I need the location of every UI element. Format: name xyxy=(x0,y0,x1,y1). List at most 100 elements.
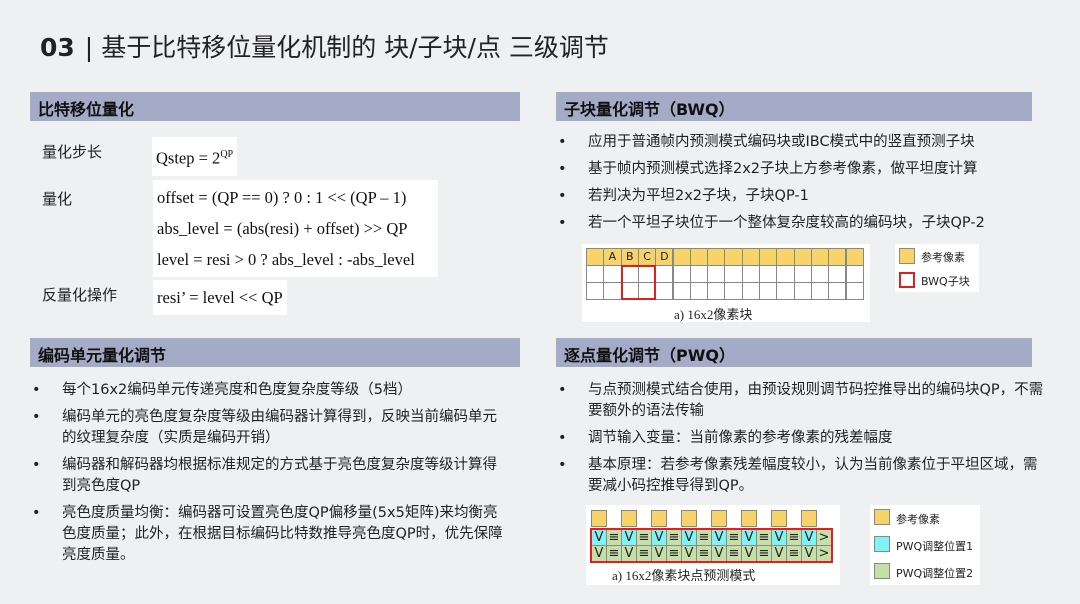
ref-pixel-swatch xyxy=(874,509,890,525)
list-item: 若一个平坦子块位于一个整体复杂度较高的编码块，子块QP-2 xyxy=(556,213,1046,234)
quant-label: 量化 xyxy=(42,190,73,208)
legend-label: 参考像素 xyxy=(896,513,940,526)
list-item: 与点预测模式结合使用，由预设规则调节码控推导出的编码块QP，不需要额外的语法传输 xyxy=(556,380,1046,422)
ref-pixel-cell: B xyxy=(620,248,639,266)
bwq-header: 子块量化调节（BWQ） xyxy=(556,92,1032,121)
bwq-caption: a) 16x2像素块 xyxy=(674,307,753,322)
formula-line: abs_level = (abs(resi) + offset) >> QP xyxy=(157,219,408,238)
ref-pixel-cell: D xyxy=(655,248,674,266)
ref-pixel-cell xyxy=(793,248,812,266)
ref-pixel-cell: C xyxy=(637,248,657,266)
ref-pixel-cell xyxy=(845,248,864,266)
ref-pixel-cell xyxy=(801,510,817,527)
list-item: 编码单元的亮色度复杂度等级由编码器计算得到，反映当前编码单元的纹理复杂度（实质是… xyxy=(30,407,510,449)
ref-pixel-cell xyxy=(707,248,726,266)
pwq-legend: 参考像素 PWQ调整位置1 PWQ调整位置2 xyxy=(870,505,980,585)
legend-label: BWQ子块 xyxy=(921,275,970,288)
list-item: 编码器和解码器均根据标准规定的方式基于亮色度复杂度等级计算得到亮色度QP xyxy=(30,455,510,497)
pwq-figure: a) 16x2像素块点预测模式 V ≡ V ≡ V ≡ V ≡ V ≡ V ≡ V ≡ V > V ≡ V ≡ V ≡ V ≡… xyxy=(586,505,840,585)
ref-pixel-cell xyxy=(810,248,830,266)
pixel-cell xyxy=(810,265,830,283)
legend-label: 参考像素 xyxy=(921,251,965,264)
title-separator: | xyxy=(84,33,94,62)
list-item: 调节输入变量：当前像素的参考像素的残差幅度 xyxy=(556,428,1046,449)
formula-line: level = resi > 0 ? abs_level : -abs_leve… xyxy=(157,250,415,269)
pixel-cell xyxy=(810,282,830,300)
pixel-cell xyxy=(603,265,622,283)
ref-pixel-cell xyxy=(591,510,607,527)
pixel-cell xyxy=(586,282,605,300)
bitshift-header: 比特移位量化 xyxy=(30,92,520,121)
pixel-cell xyxy=(672,282,691,300)
ref-pixel-cell xyxy=(651,510,667,527)
title-text: 基于比特移位量化机制的 块/子块/点 三级调节 xyxy=(101,33,609,62)
list-item: 基于帧内预测模式选择2x2子块上方参考像素，做平坦度计算 xyxy=(556,159,1046,180)
ref-pixel-cell xyxy=(776,248,795,266)
pixel-cell xyxy=(672,265,691,283)
pixel-cell xyxy=(741,282,760,300)
slide-title: 03 | 基于比特移位量化机制的 块/子块/点 三级调节 xyxy=(40,28,609,64)
pixel-cell xyxy=(724,282,743,300)
ref-pixel-cell xyxy=(711,510,727,527)
pixel-cell xyxy=(828,282,847,300)
qstep-sup: QP xyxy=(220,149,234,160)
ref-pixel-cell xyxy=(724,248,743,266)
bwq-subblock-outline xyxy=(620,265,657,300)
pixel-cell xyxy=(845,265,864,283)
qstep-formula: Qstep = 2QP xyxy=(152,137,238,176)
section-number: 03 xyxy=(40,33,75,62)
block-outline xyxy=(590,528,833,563)
pixel-cell xyxy=(707,265,726,283)
ref-pixel-cell xyxy=(741,248,760,266)
pixel-cell xyxy=(776,282,795,300)
pixel-cell xyxy=(776,265,795,283)
ref-pixel-cell xyxy=(741,510,757,527)
ref-pixel-cell xyxy=(689,248,709,266)
ref-pixel-cell xyxy=(828,248,847,266)
ref-pixel-cell xyxy=(672,248,691,266)
pixel-cell xyxy=(655,282,674,300)
ref-pixel-cell xyxy=(621,510,637,527)
ref-pixel-cell xyxy=(586,248,605,266)
pixel-cell xyxy=(793,265,812,283)
pwq-header: 逐点量化调节（PWQ） xyxy=(556,338,1032,367)
pixel-cell xyxy=(707,282,726,300)
pixel-cell xyxy=(759,282,778,300)
qstep-label: 量化步长 xyxy=(42,143,103,161)
cu-header: 编码单元量化调节 xyxy=(30,338,520,367)
ref-pixel-cell: A xyxy=(603,248,622,266)
ref-pixel-cell xyxy=(681,510,697,527)
pixel-cell xyxy=(724,265,743,283)
pixel-cell xyxy=(655,265,674,283)
pixel-cell xyxy=(759,265,778,283)
ref-pixel-cell xyxy=(759,248,778,266)
ref-pixel-swatch xyxy=(899,248,915,264)
pixel-cell xyxy=(793,282,812,300)
list-item: 亮色度质量均衡：编码器可设置亮色度QP偏移量(5x5矩阵)来均衡亮色度质量；此外… xyxy=(30,503,510,566)
pixel-cell xyxy=(603,282,622,300)
dequant-formula: resi’ = level << QP xyxy=(153,280,287,315)
cu-bullets: 每个16x2编码单元传递亮度和色度复杂度等级（5档） 编码单元的亮色度复杂度等级… xyxy=(30,380,510,572)
pixel-cell xyxy=(828,265,847,283)
legend-label: PWQ调整位置2 xyxy=(896,567,974,580)
list-item: 若判决为平坦2x2子块，子块QP-1 xyxy=(556,186,1046,207)
pixel-cell xyxy=(586,265,605,283)
pixel-cell xyxy=(689,282,709,300)
pixel-cell xyxy=(741,265,760,283)
pwq-caption: a) 16x2像素块点预测模式 xyxy=(612,568,756,583)
list-item: 每个16x2编码单元传递亮度和色度复杂度等级（5档） xyxy=(30,380,510,401)
pwq-pos2-swatch xyxy=(874,563,890,579)
quant-formula: offset = (QP == 0) ? 0 : 1 << (QP – 1) a… xyxy=(153,180,438,277)
pixel-cell xyxy=(689,265,709,283)
bwq-swatch xyxy=(899,272,915,288)
dequant-label: 反量化操作 xyxy=(42,286,118,304)
pwq-bullets: 与点预测模式结合使用，由预设规则调节码控推导出的编码块QP，不需要额外的语法传输… xyxy=(556,380,1046,503)
formula-line: offset = (QP == 0) ? 0 : 1 << (QP – 1) xyxy=(157,188,407,207)
ref-pixel-cell xyxy=(771,510,787,527)
list-item: 基本原理：若参考像素残差幅度较小，认为当前像素位于平坦区域，需要减小码控推导得到… xyxy=(556,455,1046,497)
qstep-text: Qstep = 2 xyxy=(156,148,221,168)
bwq-bullets: 应用于普通帧内预测模式编码块或IBC模式中的竖直预测子块 基于帧内预测模式选择2… xyxy=(556,132,1046,240)
pixel-cell xyxy=(845,282,864,300)
bwq-legend: 参考像素 BWQ子块 xyxy=(895,244,979,292)
